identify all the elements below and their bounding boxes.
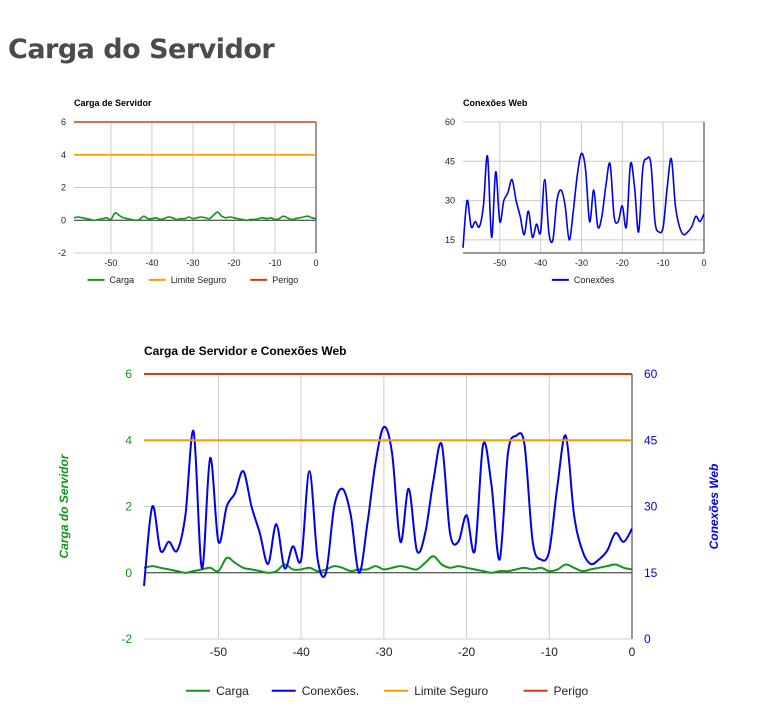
y-tick-label: 6	[125, 367, 132, 381]
x-tick-label: -10	[541, 645, 559, 659]
x-tick-label: -50	[493, 258, 506, 268]
y-axis-title-right: Conexões Web	[707, 464, 721, 550]
x-tick-label: 0	[313, 258, 318, 268]
y-right-tick-label: 30	[644, 500, 658, 514]
chart-title: Carga de Servidor e Conexões Web	[144, 344, 347, 358]
y-tick-label: -2	[121, 632, 132, 646]
chart-web: Conexões Web -50 -40 -30 -20 -10 0 15 30 45 60 Cone…	[445, 98, 707, 285]
y-tick-label: 15	[445, 235, 455, 245]
legend-label: Conexões.	[302, 684, 359, 698]
series-line-conexoes	[143, 425, 633, 587]
legend: Carga Conexões. Limite Seguro Perigo	[186, 684, 589, 698]
chart-load: Carga de Servidor-50 -40 -30 -20 -10 0-20246C…	[58, 98, 319, 285]
x-tick-label: -30	[186, 258, 199, 268]
series-line-carga	[73, 211, 317, 222]
y-tick-label: 6	[61, 117, 66, 127]
x-tick-label: 0	[629, 645, 636, 659]
legend-item-carga[interactable]: Carga	[87, 275, 135, 285]
y-right-tick-label: 60	[644, 367, 658, 381]
y-tick-label: 30	[445, 196, 455, 206]
legend-label: Limite Seguro	[171, 275, 227, 285]
x-tick-label: 0	[701, 258, 706, 268]
legend-item-limite-seguro[interactable]: Limite Seguro	[384, 684, 489, 698]
legend-label: Perigo	[554, 684, 589, 698]
legend-item-conexoes[interactable]: Conexões	[551, 275, 615, 285]
y-tick-label: 0	[125, 566, 132, 580]
legend-item-carga[interactable]: Carga	[186, 684, 249, 698]
x-tick-label: -40	[292, 645, 310, 659]
x-tick-label: -30	[575, 258, 588, 268]
y-right-tick-label: 0	[644, 632, 651, 646]
x-tick-label: -50	[104, 258, 117, 268]
y-tick-label: 60	[445, 117, 455, 127]
x-tick-label: -20	[458, 645, 476, 659]
x-tick-label: -20	[227, 258, 240, 268]
page-title: Carga do Servidor	[8, 34, 275, 65]
legend-label: Carga	[216, 684, 249, 698]
legend-label: Perigo	[272, 275, 298, 285]
chart-title: Conexões Web	[463, 98, 528, 108]
legend-label: Carga	[110, 275, 135, 285]
y-axis-title-left: Carga do Servidor	[57, 453, 71, 558]
legend: Carga Limite Seguro Perigo	[87, 275, 298, 285]
y-tick-label: 45	[445, 156, 455, 166]
legend-label: Conexões	[574, 275, 615, 285]
chart-combined: Carga de Servidor e Conexões Web -50 -40 -3…	[57, 344, 721, 698]
y-right-tick-label: 15	[644, 566, 658, 580]
series-line-conexoes	[462, 152, 705, 248]
y-tick-label: 0	[61, 215, 66, 225]
x-tick-label: -40	[145, 258, 158, 268]
legend-label: Limite Seguro	[414, 684, 488, 698]
x-tick-label: -20	[616, 258, 629, 268]
x-tick-label: -50	[210, 645, 228, 659]
x-tick-label: -30	[375, 645, 393, 659]
legend-item-perigo[interactable]: Perigo	[250, 275, 298, 285]
x-tick-label: -10	[657, 258, 670, 268]
legend-item-conexoes[interactable]: Conexões.	[271, 684, 359, 698]
y-right-tick-label: 45	[644, 433, 658, 447]
x-tick-label: -40	[534, 258, 547, 268]
legend-item-perigo[interactable]: Perigo	[523, 684, 589, 698]
y-tick-label: 2	[61, 183, 66, 193]
legend: Conexões	[551, 275, 615, 285]
y-tick-label: 4	[61, 150, 66, 160]
x-tick-label: -10	[268, 258, 281, 268]
y-tick-label: 2	[125, 500, 132, 514]
chart-title: Carga de Servidor	[74, 98, 152, 108]
y-tick-label: -2	[58, 248, 66, 258]
series-line-carga	[143, 555, 633, 574]
legend-item-limite-seguro[interactable]: Limite Seguro	[148, 275, 227, 285]
y-tick-label: 4	[125, 433, 132, 447]
